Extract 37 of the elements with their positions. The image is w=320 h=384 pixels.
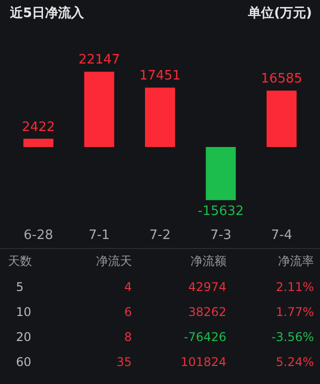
data-label: 2422 — [22, 120, 55, 135]
text: 5 — [16, 280, 24, 294]
text: 8 — [124, 330, 132, 344]
text: 6 — [124, 304, 132, 318]
category-label: 净流率 — [277, 253, 314, 270]
x-tick-label: 6-28 — [24, 228, 54, 243]
text: 20 — [16, 330, 32, 344]
data-label: 22147 — [78, 52, 120, 68]
x-tick-label: 7-3 — [210, 228, 232, 243]
x-tick-label: 7-2 — [149, 228, 171, 243]
y-axis-title: 单位(万元) — [247, 5, 312, 21]
text: 10 — [16, 304, 32, 318]
bar — [145, 88, 175, 147]
data-label: -15632 — [198, 204, 244, 220]
bar — [206, 147, 236, 200]
bar — [84, 72, 114, 147]
data-label: 17451 — [139, 68, 181, 84]
text: 35 — [116, 354, 132, 368]
text: 60 — [16, 354, 32, 368]
text: 5.24% — [276, 354, 314, 368]
data-label: 16585 — [260, 72, 302, 87]
x-tick-label: 7-1 — [88, 228, 110, 243]
text: -76426 — [184, 330, 226, 344]
text: 38262 — [188, 304, 226, 318]
text: 2.11% — [276, 280, 314, 294]
text: 1.77% — [276, 304, 314, 318]
text: 4 — [124, 280, 132, 294]
bar — [266, 90, 297, 147]
category-label: 净流天 — [94, 253, 132, 270]
category-label: 天数 — [8, 253, 33, 270]
bar — [23, 138, 54, 147]
text: 101824 — [180, 354, 226, 368]
category-label: 净流额 — [189, 253, 226, 270]
text: 42974 — [188, 280, 226, 294]
x-tick-label: 7-4 — [270, 228, 292, 243]
chart-title: 近5日净流入 — [9, 5, 86, 21]
text: -3.56% — [272, 330, 314, 344]
